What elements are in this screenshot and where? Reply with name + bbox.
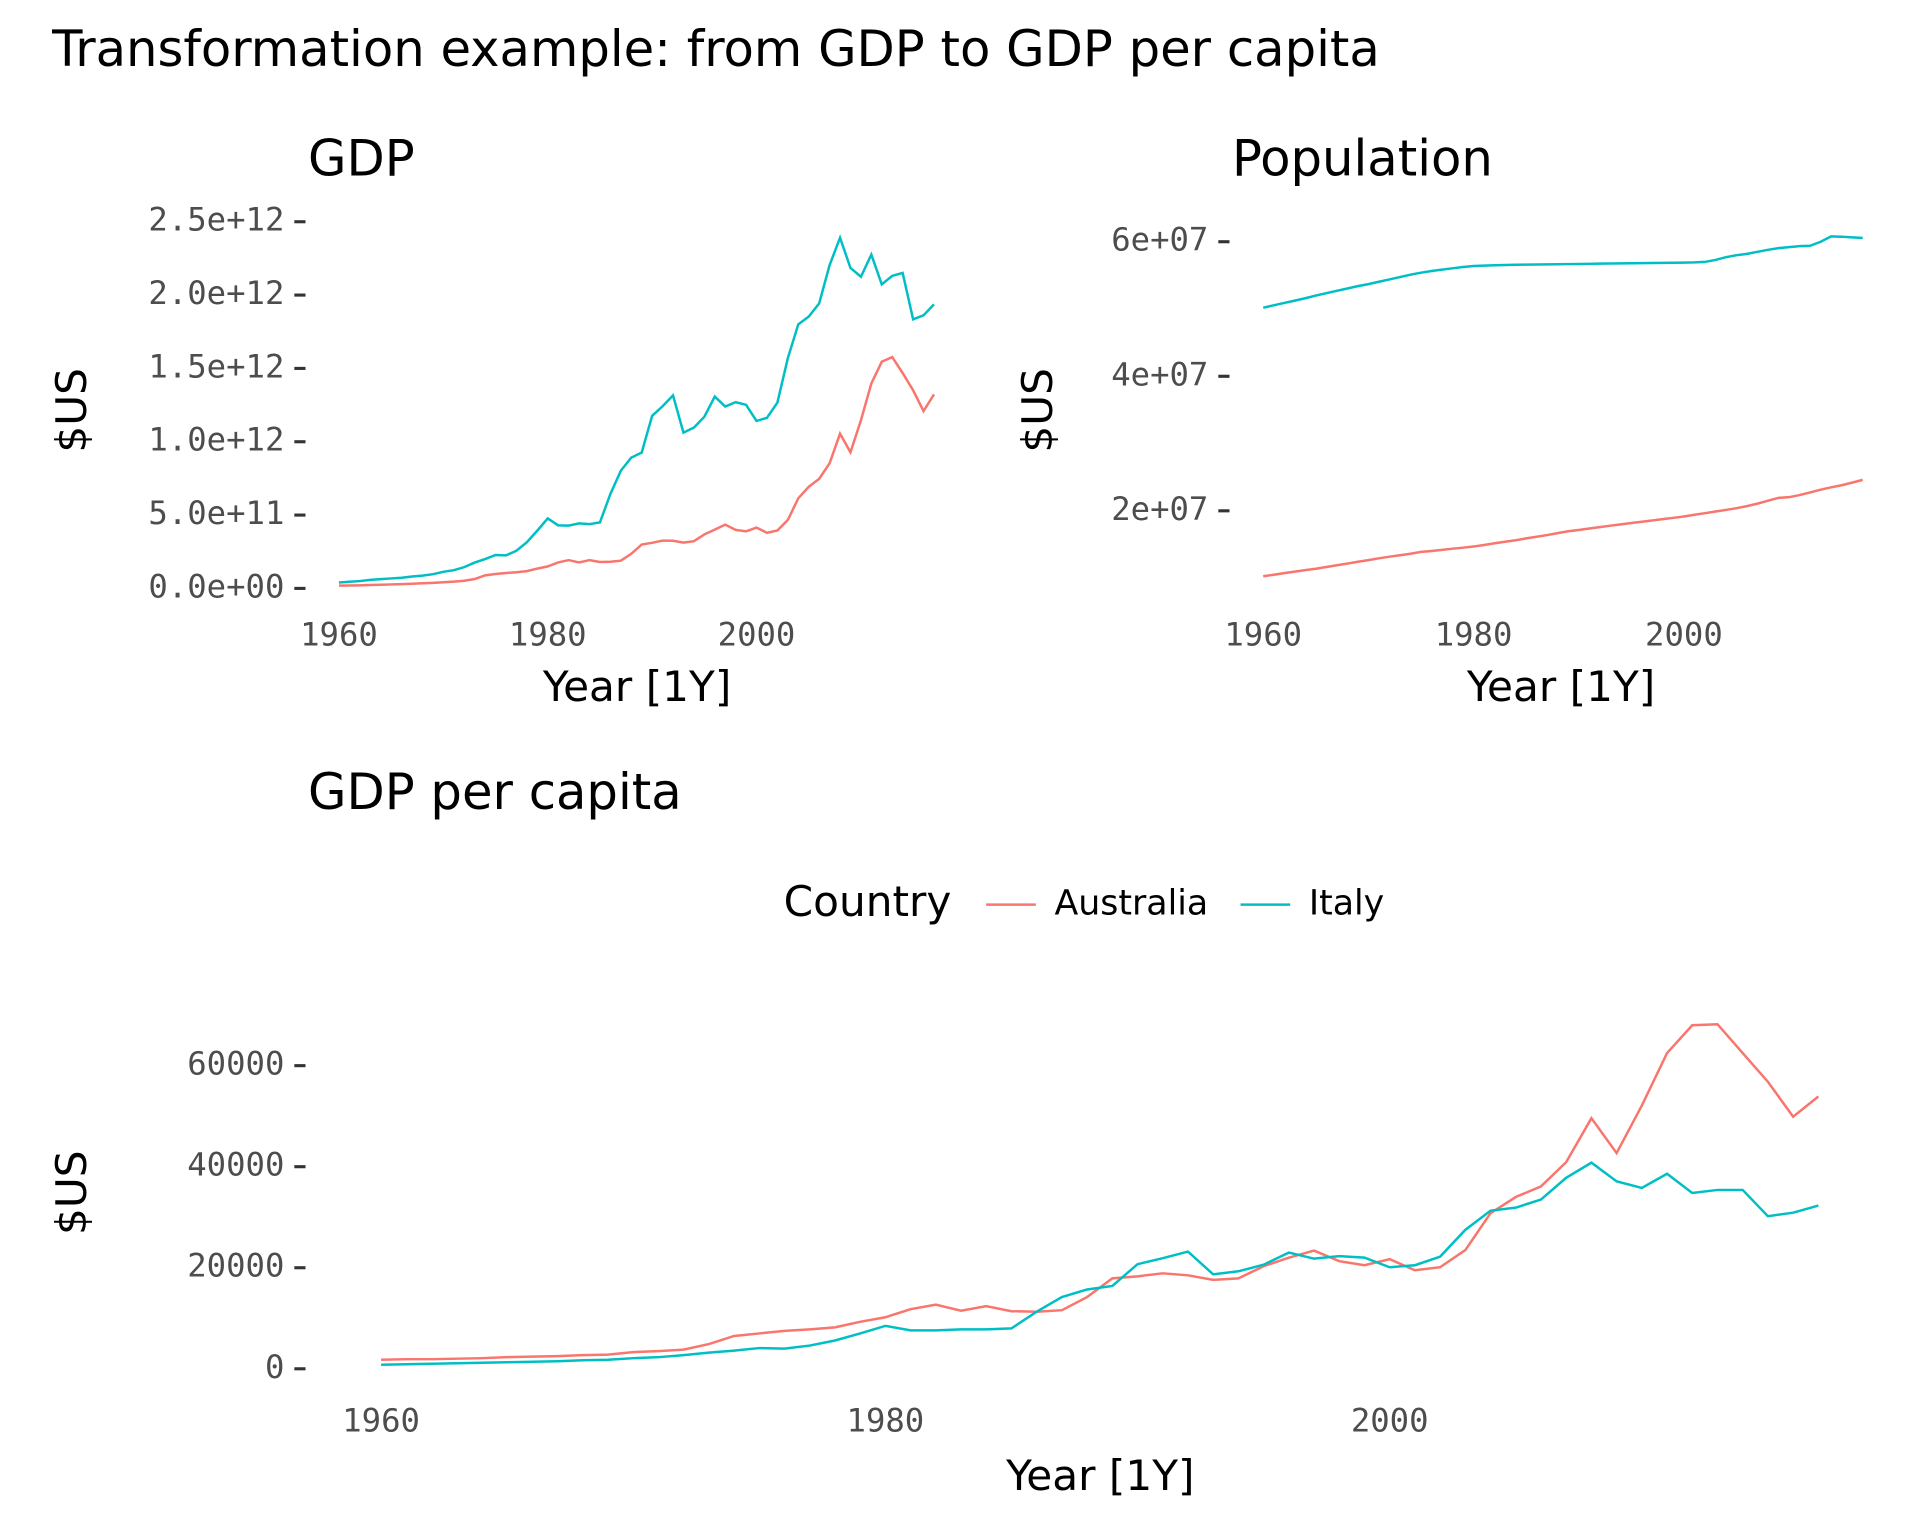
legend-label: Australia <box>1054 884 1208 924</box>
y-tick-label: 4e+07 <box>1111 355 1208 393</box>
series-line <box>338 355 936 587</box>
y-tick-label: 2.5e+12 <box>148 201 284 239</box>
y-tick-label: 40000 <box>187 1146 284 1184</box>
y-tick-label: 60000 <box>187 1045 284 1083</box>
series-line <box>381 1161 1819 1366</box>
legend-title: Country <box>784 877 952 926</box>
x-tick-label: 1960 <box>300 615 378 653</box>
panel-title: GDP <box>308 129 415 187</box>
y-tick-label: 6e+07 <box>1111 221 1208 259</box>
y-tick-label: 1.0e+12 <box>148 421 284 459</box>
x-axis-title: Year [1Y] <box>1005 1451 1194 1500</box>
series-line <box>338 234 935 584</box>
x-tick-label: 1960 <box>342 1401 420 1439</box>
y-axis-title: $US <box>47 368 96 453</box>
x-tick-label: 1980 <box>847 1401 925 1439</box>
y-tick-label: 2e+07 <box>1111 490 1208 528</box>
y-axis-title: $US <box>47 1150 96 1235</box>
y-axis-title: $US <box>1013 368 1062 453</box>
y-tick-label: 0.0e+00 <box>148 567 284 605</box>
x-tick-label: 1980 <box>509 615 587 653</box>
y-tick-label: 2.0e+12 <box>148 274 284 312</box>
figure-title: Transformation example: from GDP to GDP … <box>51 20 1380 78</box>
y-tick-label: 0 <box>265 1348 284 1386</box>
series-line <box>1263 478 1864 578</box>
x-axis-title: Year [1Y] <box>1466 662 1655 711</box>
y-tick-label: 5.0e+11 <box>148 494 284 532</box>
x-tick-label: 1980 <box>1435 615 1513 653</box>
legend-label: Italy <box>1309 884 1384 924</box>
x-tick-label: 2000 <box>1645 615 1723 653</box>
panel-title: Population <box>1232 129 1493 187</box>
series-line <box>1262 235 1863 309</box>
x-tick-label: 1960 <box>1224 615 1302 653</box>
y-tick-label: 20000 <box>187 1247 284 1285</box>
x-tick-label: 2000 <box>1351 1401 1429 1439</box>
panel-title: GDP per capita <box>308 763 682 821</box>
x-tick-label: 2000 <box>718 615 796 653</box>
y-tick-label: 1.5e+12 <box>148 347 284 385</box>
x-axis-title: Year [1Y] <box>542 662 731 711</box>
